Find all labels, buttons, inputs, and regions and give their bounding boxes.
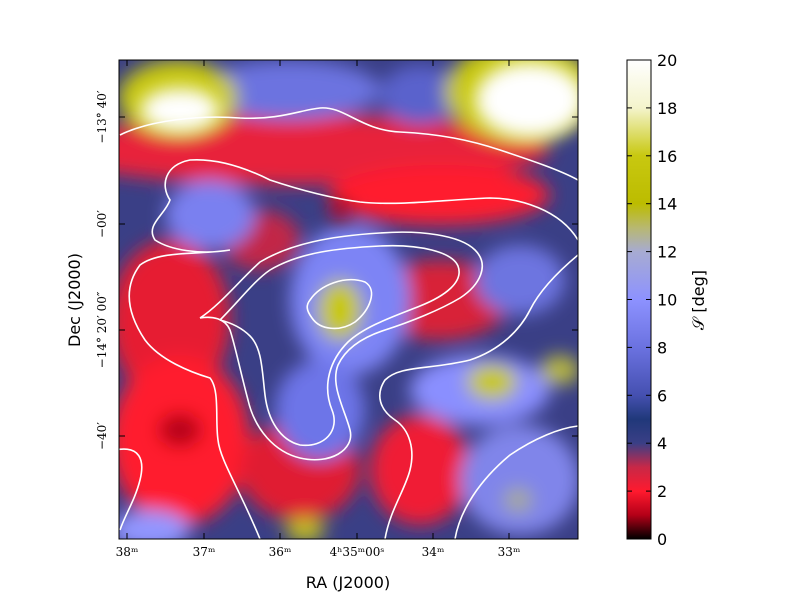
x-tick-label: 4ʰ35ᵐ00ˢ	[330, 545, 385, 559]
x-tick-label: 33ᵐ	[498, 545, 521, 559]
colorbar-tick-label: 20	[657, 51, 677, 70]
y-tick-label: −13° 40′	[95, 90, 109, 143]
heatmap-blob	[119, 510, 190, 539]
contour-line	[199, 231, 484, 461]
heatmap-blob	[200, 60, 380, 120]
contour-line	[454, 425, 578, 539]
heatmap-area	[119, 60, 578, 539]
contour-line	[119, 107, 578, 181]
heatmap-blob	[504, 488, 532, 512]
heatmap-blob	[370, 415, 470, 525]
contour-lines	[119, 107, 578, 539]
colorbar-tick-label: 4	[657, 434, 667, 453]
heatmap-blob	[467, 364, 517, 400]
colorbar-tick-label: 18	[657, 99, 677, 118]
y-axis-title: Dec (J2000)	[65, 253, 84, 347]
colorbar: 0 2 4 6 8 10 12 14 16 18 20 𝒮 [deg]	[626, 51, 708, 549]
colorbar-label: 𝒮 [deg]	[689, 270, 708, 330]
x-tick: 34ᵐ	[422, 60, 445, 559]
heatmap-blob	[165, 180, 255, 250]
y-tick: −00′	[95, 210, 578, 238]
heatmap-blob	[285, 518, 325, 539]
heatmap-blobs	[119, 60, 578, 539]
contour-line	[219, 244, 460, 447]
heatmap-blob	[318, 280, 362, 340]
colorbar-ticks: 0 2 4 6 8 10 12 14 16 18 20	[627, 51, 677, 549]
y-axis: −13° 40′ −00′ −14° 20′ 00″ −40′	[95, 90, 578, 450]
heatmap-saturated	[140, 62, 578, 445]
y-tick-label: −14° 20′ 00″	[95, 291, 109, 368]
y-tick: −40′	[95, 422, 578, 450]
heatmap-blob	[160, 415, 200, 445]
colorbar-tick-label: 6	[657, 386, 667, 405]
colorbar-tick-label: 14	[657, 195, 677, 214]
heatmap-blob	[330, 165, 550, 225]
x-tick: 4ʰ35ᵐ00ˢ	[330, 60, 385, 559]
colorbar-tick-label: 16	[657, 147, 677, 166]
heatmap-blob	[275, 360, 365, 460]
x-tick: 33ᵐ	[498, 60, 521, 559]
heatmap-blob	[540, 355, 578, 385]
y-tick-label: −00′	[95, 210, 109, 238]
x-axis: 38ᵐ 37ᵐ 36ᵐ 4ʰ35ᵐ00ˢ 34ᵐ 33ᵐ	[116, 60, 521, 559]
heatmap-blob	[330, 200, 350, 220]
colorbar-tick-label: 2	[657, 482, 667, 501]
colorbar-tick-label: 0	[657, 530, 667, 549]
x-tick-label: 37ᵐ	[193, 545, 216, 559]
colorbar-tick-label: 8	[657, 338, 667, 357]
x-tick: 37ᵐ	[193, 60, 216, 559]
colorbar-tick-label: 12	[657, 243, 677, 262]
plot-frame	[118, 59, 579, 540]
contour-line	[306, 278, 373, 330]
x-tick-label: 38ᵐ	[116, 545, 139, 559]
x-axis-title: RA (J2000)	[306, 573, 390, 592]
y-tick: −14° 20′ 00″	[95, 291, 578, 368]
y-tick: −13° 40′	[95, 90, 578, 144]
x-tick-label: 34ᵐ	[422, 545, 445, 559]
y-tick-label: −40′	[95, 422, 109, 450]
heatmap-blob	[475, 62, 578, 138]
colorbar-tick-label: 10	[657, 291, 677, 310]
heatmap-blob	[460, 425, 578, 535]
x-tick: 36ᵐ	[269, 60, 292, 559]
contour-line	[119, 159, 578, 539]
heatmap-blob	[380, 65, 460, 125]
x-tick: 38ᵐ	[116, 60, 139, 559]
heatmap-blob	[140, 88, 220, 132]
x-tick-label: 36ᵐ	[269, 545, 292, 559]
heatmap-blob	[475, 245, 565, 315]
